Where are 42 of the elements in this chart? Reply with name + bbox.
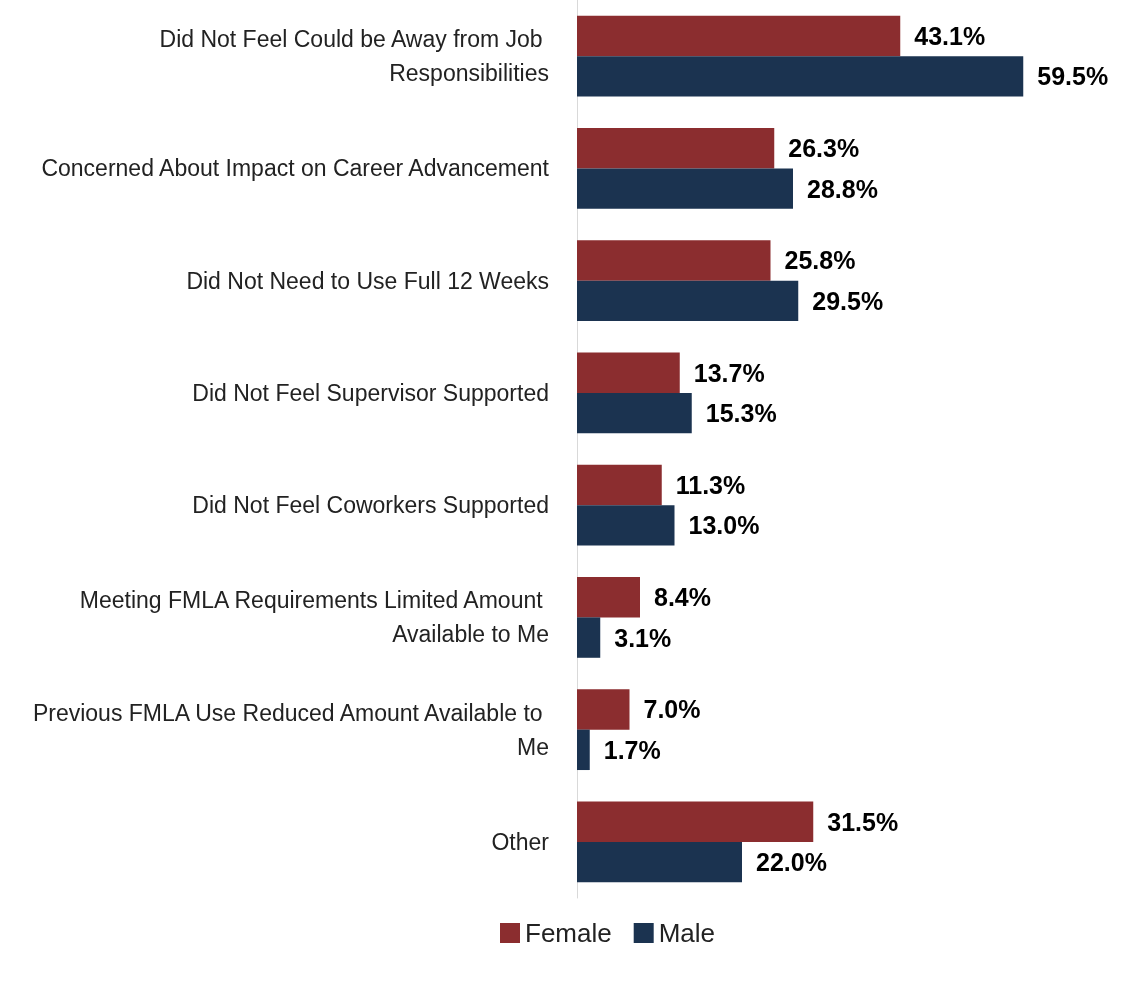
data-label: 7.0% xyxy=(643,695,701,724)
bar xyxy=(577,240,771,281)
data-label: 15.3% xyxy=(705,399,777,428)
y-tick-label: Other xyxy=(491,828,550,855)
legend-label: Male xyxy=(658,918,716,948)
bar xyxy=(577,801,814,842)
bar xyxy=(577,15,901,57)
data-label: 13.7% xyxy=(693,358,765,387)
data-label: 22.0% xyxy=(756,848,827,877)
bar xyxy=(577,127,775,169)
bar xyxy=(577,729,590,771)
data-label: 28.8% xyxy=(807,174,878,203)
data-label: 13.0% xyxy=(688,511,760,540)
data-label: 26.3% xyxy=(788,134,860,163)
bar xyxy=(577,280,799,322)
legend-label: Female xyxy=(525,918,612,948)
data-label: 8.4% xyxy=(654,583,711,612)
data-label: 31.5% xyxy=(827,807,899,836)
data-label: 29.5% xyxy=(812,286,884,315)
y-tick-label: Concerned About Impact on Career Advancement xyxy=(41,155,550,182)
data-label: 59.5% xyxy=(1037,62,1109,91)
data-label: 3.1% xyxy=(614,623,672,652)
bar xyxy=(577,576,640,618)
bar xyxy=(577,841,742,883)
y-tick-label: Previous FMLA Use Reduced Amount Available to Me xyxy=(32,699,549,760)
y-tick-label: Did Not Need to Use Full 12 Weeks xyxy=(186,267,549,294)
bar xyxy=(577,352,680,393)
bar xyxy=(577,392,692,434)
y-tick-label: Did Not Feel Coworkers Supported xyxy=(192,492,549,519)
y-tick-label: Did Not Feel Supervisor Supported xyxy=(192,379,549,406)
bar xyxy=(577,168,793,209)
bar xyxy=(577,464,662,506)
y-tick-label: Did Not Feel Could be Away from Job Responsibilities xyxy=(159,26,549,87)
data-label: 43.1% xyxy=(914,21,986,50)
data-label: 1.7% xyxy=(603,735,661,764)
bar xyxy=(577,56,1024,97)
data-label: 11.3% xyxy=(675,470,746,499)
data-label: 25.8% xyxy=(784,246,856,275)
y-tick-label: Meeting FMLA Requirements Limited Amount Available to Me xyxy=(79,587,549,648)
bar xyxy=(577,689,630,730)
bar xyxy=(577,505,675,546)
bar xyxy=(577,617,601,658)
